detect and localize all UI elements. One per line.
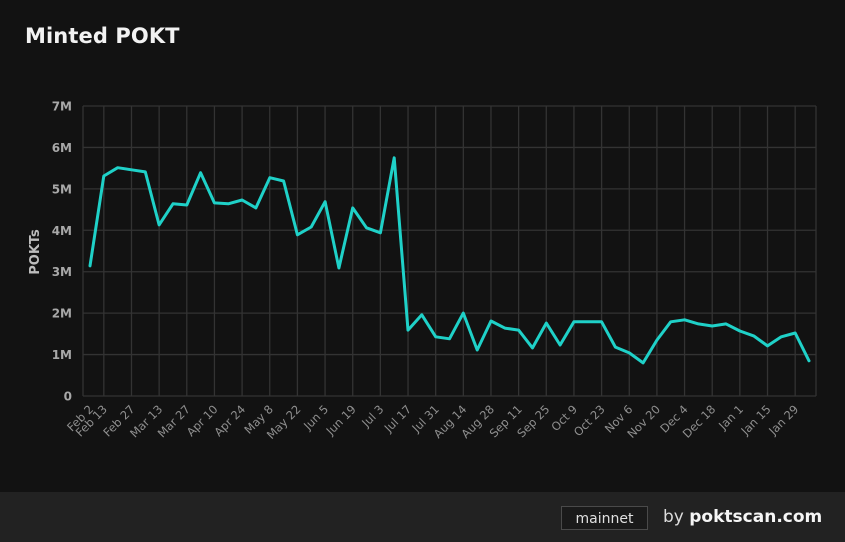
y-axis-label: POKTs (28, 229, 43, 275)
x-tick-label: Jan 15 (738, 402, 774, 438)
y-tick-label: 1M (52, 348, 72, 362)
x-tick-label: Jun 19 (323, 402, 359, 438)
y-tick-label: 0 (64, 390, 72, 404)
y-tick-label: 2M (52, 307, 72, 321)
x-tick-label: Apr 24 (211, 402, 248, 439)
brand-credit: by poktscan.com (663, 505, 822, 529)
site-link[interactable]: poktscan.com (689, 507, 823, 527)
y-tick-label: 7M (52, 100, 72, 114)
chart-grid (82, 105, 817, 397)
x-tick-label: Jan 29 (765, 402, 801, 438)
y-tick-label: 4M (52, 224, 72, 238)
minted-pokt-line (88, 156, 811, 365)
network-badge: mainnet (561, 506, 648, 530)
y-tick-label: 3M (52, 265, 72, 279)
x-tick-label: Oct 23 (571, 402, 608, 439)
y-tick-label: 5M (52, 182, 72, 196)
x-tick-label: Jul 17 (381, 402, 414, 435)
y-axis: 0 1M 2M 3M 4M 5M 6M 7M (52, 100, 72, 404)
y-tick-label: 6M (52, 141, 72, 155)
chart-title: Minted POKT (25, 24, 180, 48)
by-label: by (663, 507, 684, 527)
footer-bar (0, 492, 845, 542)
